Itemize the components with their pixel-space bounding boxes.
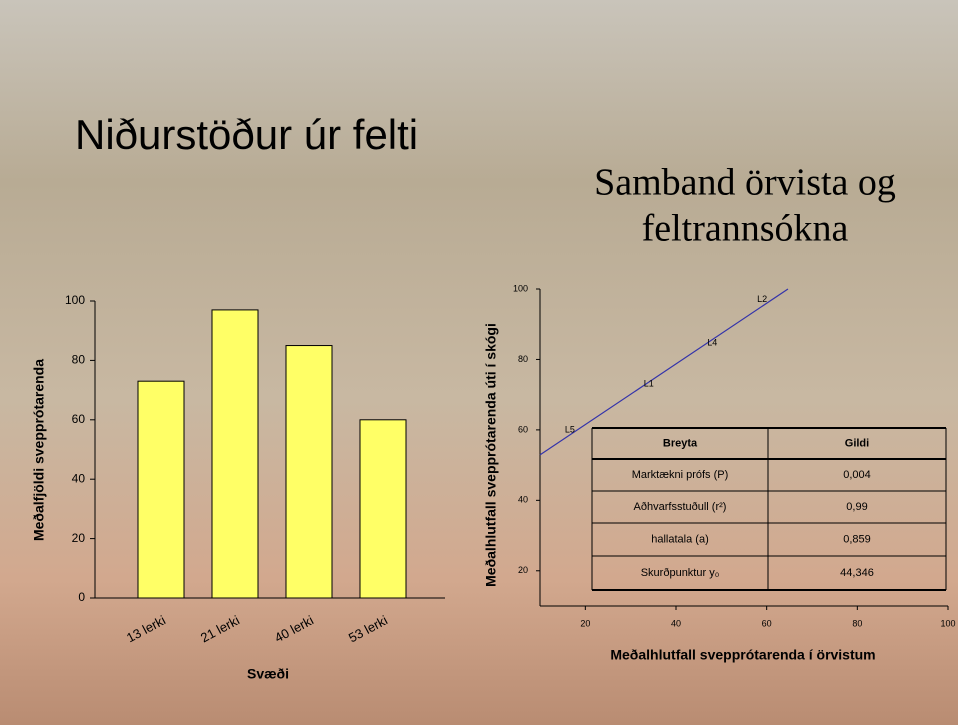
- y-tick-label: 40: [518, 495, 528, 505]
- slide-title: Niðurstöður úr felti: [75, 111, 418, 158]
- y-tick-label: 60: [72, 412, 86, 426]
- table-cell: hallatala (a): [651, 533, 708, 545]
- y-tick-label: 20: [72, 531, 86, 545]
- bar: [286, 346, 332, 598]
- x-tick-label: 100: [940, 618, 955, 628]
- y-tick-label: 60: [518, 424, 528, 434]
- slide-subtitle: feltrannsókna: [642, 208, 849, 250]
- x-tick-label: 20: [580, 618, 590, 628]
- x-tick-label: 40: [671, 618, 681, 628]
- table-cell: Marktækni prófs (P): [632, 469, 729, 481]
- table-cell: 0,004: [843, 469, 871, 481]
- y-axis-label: Meðalhlutfall svepprótarenda úti í skógi: [483, 323, 499, 587]
- table-header: Breyta: [663, 437, 698, 449]
- x-tick-label: 60: [762, 618, 772, 628]
- x-axis-label: Svæði: [247, 666, 289, 682]
- y-tick-label: 100: [65, 293, 85, 307]
- background: [0, 0, 958, 725]
- point-label: L4: [707, 338, 717, 348]
- table-header: Gildi: [845, 437, 869, 449]
- point-label: L5: [565, 424, 575, 434]
- table-cell: 0,859: [843, 533, 871, 545]
- x-tick-label: 80: [852, 618, 862, 628]
- y-tick-label: 20: [518, 565, 528, 575]
- y-tick-label: 0: [78, 590, 85, 604]
- bar: [360, 420, 406, 598]
- bar: [138, 381, 184, 598]
- page: Niðurstöður úr felti Samband örvista og …: [0, 0, 958, 725]
- y-tick-label: 80: [518, 354, 528, 364]
- y-tick-label: 100: [513, 283, 528, 293]
- table-cell: Aðhvarfsstuðull (r²): [634, 501, 727, 513]
- bar: [212, 310, 258, 598]
- y-tick-label: 80: [72, 353, 86, 367]
- slide-subtitle: Samband örvista og: [594, 162, 896, 204]
- x-axis-label: Meðalhlutfall svepprótarenda í örvistum: [610, 647, 875, 663]
- y-tick-label: 40: [72, 471, 86, 485]
- table-cell: 44,346: [840, 567, 874, 579]
- point-label: L1: [644, 378, 654, 388]
- y-axis-label: Meðalfjöldi svepprótarenda: [31, 359, 47, 541]
- point-label: L2: [757, 294, 767, 304]
- slide: Niðurstöður úr felti Samband örvista og …: [0, 0, 958, 725]
- table-cell: 0,99: [846, 501, 867, 513]
- table-cell: Skurðpunktur y₀: [641, 567, 720, 579]
